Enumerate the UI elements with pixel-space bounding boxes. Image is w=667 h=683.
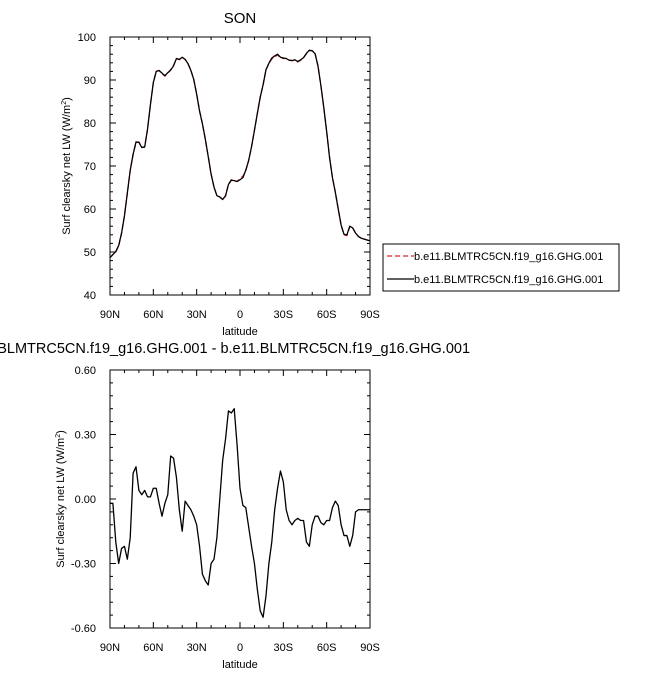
x-tick-label: 60N (143, 309, 163, 321)
y-tick-label: 100 (78, 32, 96, 44)
chart-title: SON (224, 10, 257, 27)
y-tick-label: -0.60 (71, 623, 96, 635)
series-line-2 (109, 49, 371, 259)
y-tick-label: -0.30 (71, 559, 96, 571)
x-tick-label: 0 (237, 309, 243, 321)
x-tick-label: 30S (274, 309, 294, 321)
series-line-1 (110, 408, 370, 618)
y-tick-label: 0.30 (75, 430, 96, 442)
y-tick-label: 90 (84, 75, 96, 87)
legend: b.e11.BLMTRC5CN.f19_g16.GHG.001 b.e11.BLM… (382, 243, 620, 292)
y-tick-label: 70 (84, 161, 96, 173)
y-axis-label-close: ) (55, 430, 67, 434)
chart-2: b.e11.BLMTRC5CN.f19_g16.GHG.001 - b.e11.… (0, 341, 470, 671)
x-axis-label: latitude (222, 659, 257, 671)
legend-entry-2: b.e11.BLMTRC5CN.f19_g16.GHG.001 (414, 274, 603, 286)
x-tick-label: 60S (317, 309, 337, 321)
y-axis-label: Surf clearsky net LW (W/m2) (61, 97, 73, 235)
x-tick-label: 90S (360, 309, 380, 321)
y-tick-label: 40 (84, 290, 96, 302)
x-tick-label: 60S (317, 642, 337, 654)
x-tick-label: 0 (237, 642, 243, 654)
chart-title: b.e11.BLMTRC5CN.f19_g16.GHG.001 - b.e11.… (0, 341, 470, 357)
y-axis-label: Surf clearsky net LW (W/m2) (55, 430, 67, 568)
x-tick-label: 30N (187, 642, 207, 654)
y-axis-label-main: Surf clearsky net LW (W/m (55, 438, 67, 568)
y-axis-label-superscript: 2 (61, 101, 68, 105)
x-tick-label: 90N (100, 309, 120, 321)
x-tick-label: 30S (274, 642, 294, 654)
x-tick-label: 90S (360, 642, 380, 654)
x-tick-label: 30N (187, 309, 207, 321)
y-axis-label-superscript: 2 (55, 434, 62, 438)
y-tick-label: 0.60 (75, 365, 96, 377)
legend-box (382, 243, 620, 292)
x-tick-label: 90N (100, 642, 120, 654)
y-tick-label: 50 (84, 247, 96, 259)
chart-1: SON 40 50 60 70 80 90 100 90N 60N 30N 0 30S 60S 90S lat… (61, 10, 620, 338)
y-tick-label: 60 (84, 204, 96, 216)
legend-entry-1: b.e11.BLMTRC5CN.f19_g16.GHG.001 (414, 251, 603, 263)
y-axis-label-main: Surf clearsky net LW (W/m (61, 105, 73, 235)
x-axis-label: latitude (222, 326, 257, 338)
y-tick-label: 80 (84, 118, 96, 130)
y-tick-label: 0.00 (75, 494, 96, 506)
x-tick-label: 60N (143, 642, 163, 654)
y-axis-label-close: ) (61, 97, 73, 101)
